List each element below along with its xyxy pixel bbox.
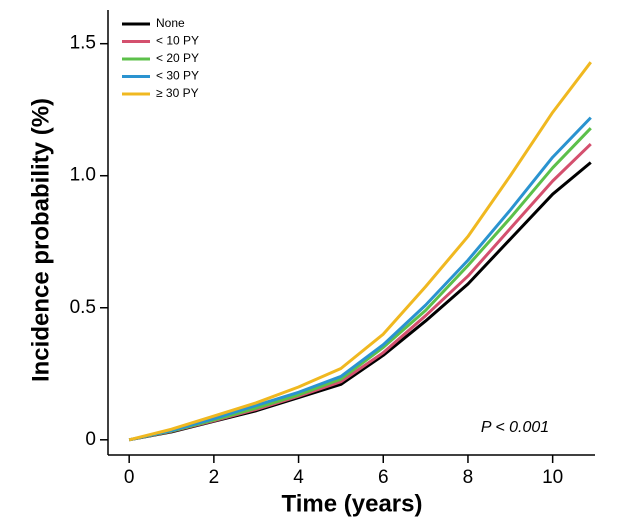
x-tick-label: 0 [124,467,135,488]
series-line [128,127,592,442]
x-tick-label: 6 [378,467,389,488]
legend-label: < 30 PY [156,69,199,83]
y-tick-label: 1.5 [70,33,96,54]
legend-label: < 20 PY [156,51,199,65]
x-axis-title: Time (years) [282,490,423,517]
y-tick-label: 0 [85,429,96,450]
series-line [128,142,592,442]
series-line [128,61,592,442]
y-axis-title: Incidence probability (%) [27,98,54,382]
p-value: P < 0.001 [481,419,549,436]
x-tick-label: 2 [209,467,220,488]
y-tick-label: 1.0 [70,165,96,186]
x-tick-label: 4 [293,467,304,488]
legend-label: < 10 PY [156,34,199,48]
series-line [128,116,592,442]
x-tick-label: 10 [542,467,563,488]
y-tick-label: 0.5 [70,297,96,318]
legend-label: None [156,16,185,30]
x-tick-label: 8 [463,467,474,488]
legend-label: ≥ 30 PY [156,86,199,100]
